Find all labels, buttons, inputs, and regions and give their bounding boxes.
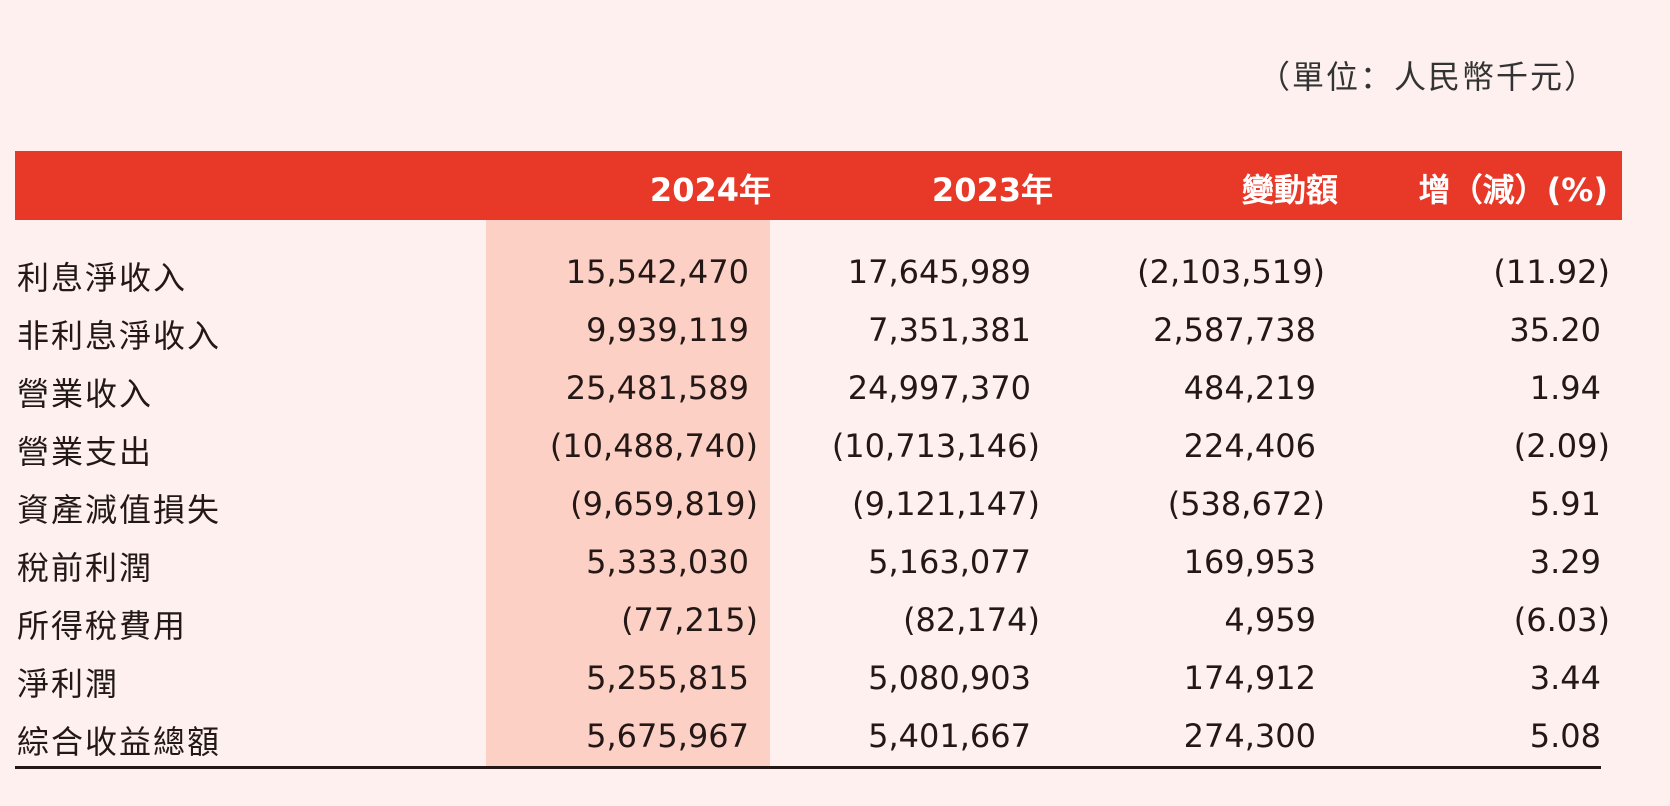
bottom-rule [15, 766, 1601, 769]
row-label: 營業收入 [17, 375, 154, 413]
header-change: 變動額 [1241, 171, 1338, 209]
value-pct: (6.03) [1513, 601, 1610, 639]
value-pct: 1.94 [1529, 369, 1601, 407]
row-label: 營業支出 [17, 433, 154, 471]
row-label: 資產減值損失 [17, 491, 222, 529]
value-2023: 5,163,077 [868, 543, 1031, 581]
row-label: 綜合收益總額 [17, 723, 222, 761]
table-row: 稅前利潤 5,333,030 5,163,077 169,953 3.29 [0, 535, 1670, 593]
value-change: 224,406 [1183, 427, 1316, 465]
value-change: 2,587,738 [1153, 311, 1316, 349]
value-change: (538,672) [1167, 485, 1325, 523]
value-2023: (9,121,147) [852, 485, 1040, 523]
value-change: 484,219 [1183, 369, 1316, 407]
value-2024: (9,659,819) [570, 485, 758, 523]
value-2024: (77,215) [621, 601, 758, 639]
row-label: 利息淨收入 [17, 259, 188, 297]
value-2024: 9,939,119 [586, 311, 749, 349]
value-pct: 5.91 [1529, 485, 1601, 523]
unit-note: （單位：人民幣千元） [1257, 58, 1598, 96]
table-row: 利息淨收入 15,542,470 17,645,989 (2,103,519) (11.… [0, 245, 1670, 303]
header-2023: 2023年 [931, 171, 1053, 209]
value-pct: (11.92) [1493, 253, 1610, 291]
table-row: 營業支出 (10,488,740) (10,713,146) 224,406 (2.09… [0, 419, 1670, 477]
value-pct: (2.09) [1513, 427, 1610, 465]
header-pct: 增（減）(%) [1418, 171, 1608, 209]
highlight-column-2024 [486, 220, 770, 767]
row-label: 淨利潤 [17, 665, 120, 703]
value-change: 169,953 [1183, 543, 1316, 581]
value-2024: 5,675,967 [586, 717, 749, 755]
row-label: 所得稅費用 [17, 607, 188, 645]
row-label: 非利息淨收入 [17, 317, 222, 355]
header-2024: 2024年 [649, 171, 771, 209]
value-2024: 5,255,815 [586, 659, 749, 697]
value-change: 4,959 [1224, 601, 1316, 639]
value-change: (2,103,519) [1137, 253, 1325, 291]
value-2024: 25,481,589 [565, 369, 749, 407]
value-2023: 7,351,381 [868, 311, 1031, 349]
table-row: 淨利潤 5,255,815 5,080,903 174,912 3.44 [0, 651, 1670, 709]
table-row: 綜合收益總額 5,675,967 5,401,667 274,300 5.08 [0, 709, 1670, 767]
value-2023: (82,174) [903, 601, 1040, 639]
value-2024: (10,488,740) [549, 427, 758, 465]
value-change: 174,912 [1183, 659, 1316, 697]
row-label: 稅前利潤 [17, 549, 154, 587]
table-row: 資產減值損失 (9,659,819) (9,121,147) (538,672) 5.9… [0, 477, 1670, 535]
value-2023: 17,645,989 [847, 253, 1031, 291]
value-2023: 5,080,903 [868, 659, 1031, 697]
value-2023: (10,713,146) [831, 427, 1040, 465]
table-row: 非利息淨收入 9,939,119 7,351,381 2,587,738 35.20 [0, 303, 1670, 361]
value-2023: 5,401,667 [868, 717, 1031, 755]
value-pct: 35.20 [1509, 311, 1601, 349]
value-2024: 15,542,470 [565, 253, 749, 291]
table-header: 2024年 2023年 變動額 增（減）(%) [15, 151, 1622, 220]
value-pct: 3.29 [1529, 543, 1601, 581]
value-pct: 3.44 [1529, 659, 1601, 697]
value-2024: 5,333,030 [586, 543, 749, 581]
value-pct: 5.08 [1529, 717, 1601, 755]
table-row: 所得稅費用 (77,215) (82,174) 4,959 (6.03) [0, 593, 1670, 651]
value-2023: 24,997,370 [847, 369, 1031, 407]
value-change: 274,300 [1183, 717, 1316, 755]
table-row: 營業收入 25,481,589 24,997,370 484,219 1.94 [0, 361, 1670, 419]
